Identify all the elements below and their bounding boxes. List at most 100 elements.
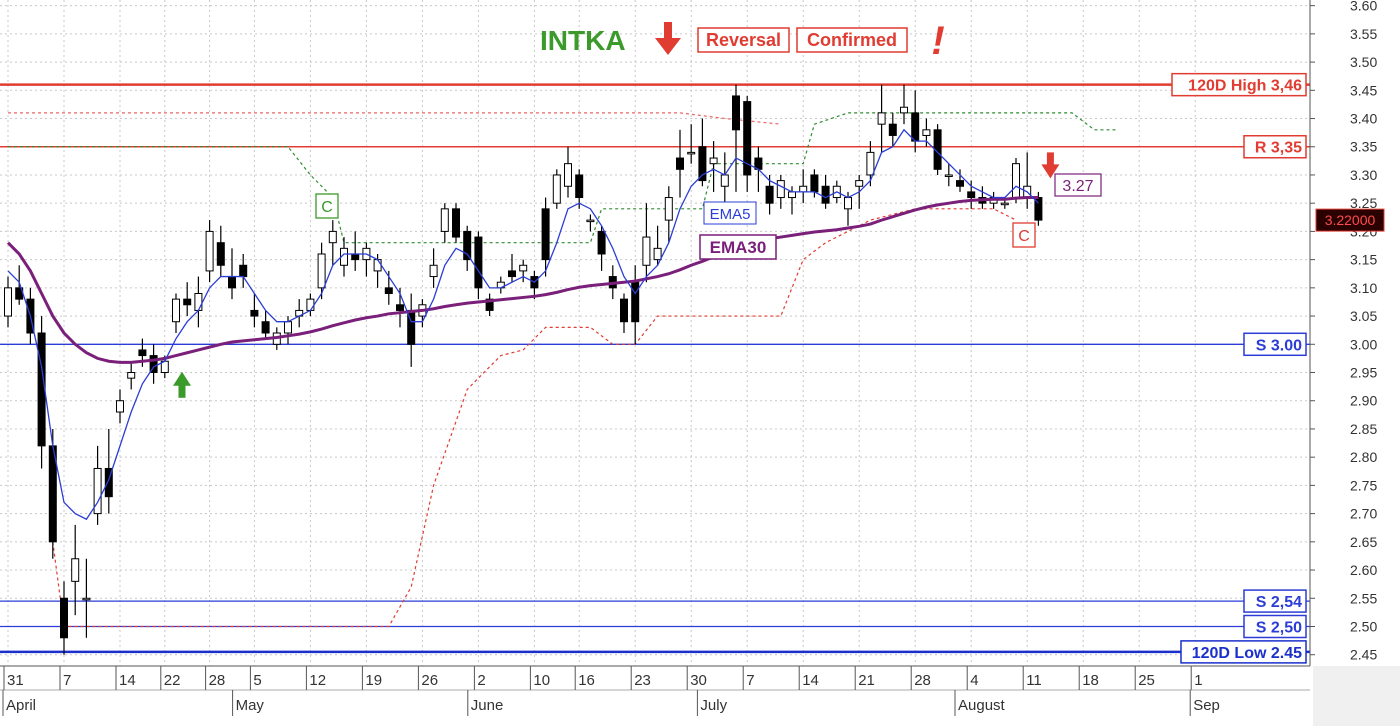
candle-down [261, 321, 270, 334]
candle-down [183, 298, 192, 306]
x-tick-label: 18 [1082, 672, 1099, 689]
month-label: April [6, 697, 36, 714]
moving-averages [6, 128, 1039, 521]
y-tick-label: 3.35 [1350, 139, 1377, 155]
x-axis-background [0, 666, 1400, 726]
y-tick-label: 2.95 [1350, 365, 1377, 381]
ema30-label: EMA30 [710, 238, 767, 257]
c-marker-box-red [1012, 222, 1036, 248]
x-tick-label: 10 [533, 672, 550, 689]
x-tick-label: 25 [1138, 672, 1155, 689]
candle-down [631, 281, 640, 323]
candle-down [967, 191, 976, 199]
month-label: June [471, 697, 504, 714]
candle-up [93, 467, 102, 515]
value-box [1054, 173, 1102, 197]
ticker-title: INTKA [540, 25, 626, 56]
x-tick-label: 4 [970, 672, 978, 689]
x-tick-label: 12 [309, 672, 326, 689]
candle-up [82, 597, 91, 601]
value-box-label: 3.27 [1062, 178, 1093, 195]
y-tick-label: 3.05 [1350, 308, 1377, 324]
candle-down [743, 101, 752, 176]
reversal-label: Reversal [706, 30, 781, 50]
y-tick-label: 3.60 [1350, 0, 1377, 14]
candle-up [922, 129, 931, 136]
x-tick-label: 28 [914, 672, 931, 689]
grid-lines [0, 0, 1310, 666]
candle-up [776, 180, 785, 199]
c-marker-green: C [321, 199, 333, 216]
level-label: 120D High 3,46 [1188, 78, 1302, 95]
x-tick-label: 30 [690, 672, 707, 689]
red-down-arrow-icon-stem [1046, 152, 1054, 166]
y-tick-label: 3.40 [1350, 111, 1377, 127]
candle-down [452, 208, 460, 238]
candle-down [732, 95, 740, 131]
x-tick-label: 21 [858, 672, 875, 689]
corner-filler [1313, 666, 1400, 726]
exclamation-mark: ! [931, 19, 944, 63]
y-tick-label: 3.50 [1350, 54, 1377, 70]
x-tick-label: 11 [1026, 672, 1042, 689]
candle-up [866, 151, 875, 176]
month-label: July [700, 697, 727, 714]
candle-up [586, 219, 595, 223]
month-label: May [236, 697, 265, 714]
candle-down [698, 146, 707, 182]
trailing-stop-lines [8, 112, 1117, 628]
ema5-label-box [703, 201, 757, 225]
candle-up [328, 230, 337, 244]
green-up-arrow-icon-stem [178, 384, 186, 398]
y-tick-label: 2.70 [1350, 506, 1377, 522]
candle-up [440, 208, 449, 232]
red-down-arrow-icon [1041, 164, 1060, 179]
candle-up [1012, 163, 1020, 199]
candle-down [37, 332, 46, 447]
candle-down [575, 174, 584, 199]
level-label: S 2,50 [1256, 619, 1302, 636]
candle-up [116, 400, 124, 413]
y-tick-label: 2.45 [1350, 647, 1377, 663]
candle-down [250, 309, 259, 317]
candle-down [620, 298, 628, 323]
candle-up [194, 292, 203, 311]
candle-down [60, 597, 68, 639]
candle-down [821, 185, 830, 204]
y-tick-label: 3.30 [1350, 167, 1377, 183]
candle-up [653, 247, 662, 261]
candle-up [373, 259, 382, 272]
y-tick-label: 2.80 [1350, 449, 1377, 465]
x-tick-label: 14 [119, 672, 136, 689]
candle-down [138, 349, 147, 357]
candle-up [642, 236, 651, 266]
c-marker-red: C [1018, 228, 1030, 245]
x-tick-label: 1 [1194, 672, 1202, 689]
y-tick-label: 2.60 [1350, 562, 1377, 578]
candle-up [799, 185, 808, 193]
candle-down [384, 287, 393, 294]
candle-down [597, 230, 606, 255]
x-axis: 31 7 14 22 28 5 12 19 26 2 10 16 23 30 7 14 21 28 4 11 18 25 1… [0, 665, 1400, 726]
candle-up [205, 230, 214, 272]
ema30-line [6, 196, 1039, 364]
candle-up [944, 174, 953, 177]
x-tick-label: 23 [634, 672, 651, 689]
trailing-stop-green [8, 112, 1117, 244]
level-label: 120D Low 2.45 [1192, 645, 1302, 662]
candle-up [664, 197, 673, 221]
y-tick-label: 2.85 [1350, 421, 1377, 437]
chart-header: INTKA Reversal Confirmed ! [540, 19, 945, 63]
candle-up [429, 264, 438, 278]
x-tick-label: 28 [209, 672, 226, 689]
level-label: S 3.00 [1256, 337, 1302, 354]
candle-up [564, 163, 572, 187]
candle-up [900, 106, 908, 114]
candle-down [676, 157, 684, 170]
x-tick-label: 7 [746, 672, 754, 689]
level-label: S 2,54 [1256, 594, 1302, 611]
candle-down [956, 180, 964, 187]
candle-up [519, 264, 528, 272]
last-price-box [1315, 208, 1385, 232]
